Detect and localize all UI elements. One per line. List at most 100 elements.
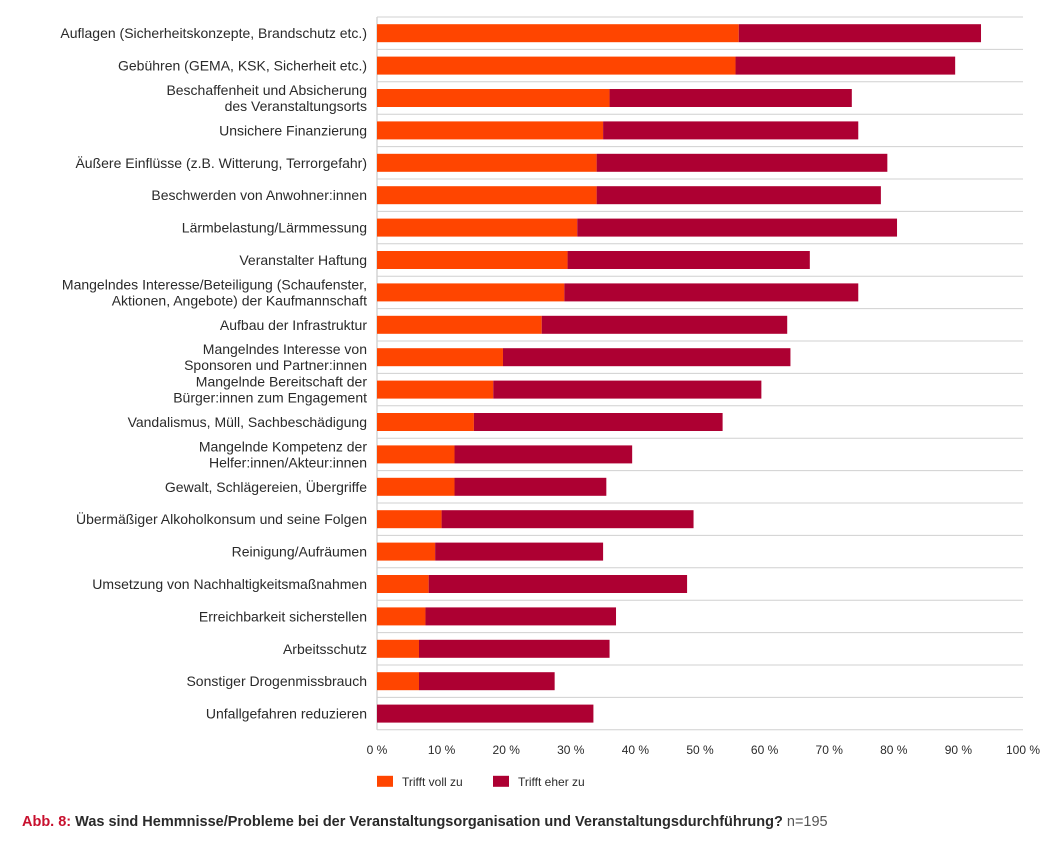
legend-swatch [493, 775, 509, 787]
bar-segment-trifft-voll-zu [377, 283, 565, 302]
bar-segment-trifft-voll-zu [377, 542, 436, 561]
category-label-line: Aktionen, Angebote) der Kaufmannschaft [112, 292, 367, 308]
category-label: Gewalt, Schlägereien, Übergriffe [165, 478, 367, 495]
figure-caption: Abb. 8: Was sind Hemmnisse/Probleme bei … [22, 814, 828, 830]
category-label-line: Auflagen (Sicherheitskonzepte, Brandschu… [60, 25, 367, 41]
bar-segment-trifft-voll-zu [377, 413, 474, 431]
bar-segment-trifft-voll-zu [377, 315, 542, 334]
bar-segment-trifft-voll-zu [377, 445, 455, 464]
category-label-line: Aufbau der Infrastruktur [220, 317, 367, 333]
category-label: Beschaffenheit und Absicherung des Verans… [166, 82, 367, 114]
category-label-line: Helfer:innen/Akteur:innen [209, 454, 367, 470]
category-label-line: Übermäßiger Alkoholkonsum und seine Folg… [76, 510, 367, 527]
bar-segment-trifft-voll-zu [377, 380, 494, 399]
category-label: Äußere Einflüsse (z.B. Witterung, Terror… [75, 155, 367, 171]
category-label: Mangelnde Kompetenz der Helfer:innen/Akte… [199, 438, 367, 470]
bar-segment-trifft-eher-zu [738, 24, 982, 43]
category-label: Erreichbarkeit sicherstellen [199, 608, 367, 624]
category-label-line: Sponsoren und Partner:innen [184, 357, 367, 373]
bar-segment-trifft-eher-zu [596, 186, 881, 205]
bar-segment-trifft-voll-zu [377, 153, 597, 172]
category-label: Lärmbelastung/Lärmmessung [182, 220, 367, 236]
category-label: Mangelnde Bereitschaft der Bürger:innen z… [173, 374, 367, 406]
category-label: Reinigung/Aufräumen [232, 544, 367, 560]
category-label-line: Unsichere Finanzierung [219, 122, 367, 138]
category-label-line: Sonstiger Drogenmissbrauch [186, 673, 367, 689]
bar-segment-trifft-voll-zu [377, 477, 455, 496]
bar-segment-trifft-eher-zu [603, 121, 859, 140]
x-tick-label: 80 % [880, 743, 908, 757]
bar-segment-trifft-voll-zu [377, 24, 739, 43]
bar-segment-trifft-voll-zu [377, 575, 429, 593]
legend-swatch [377, 775, 393, 787]
bar-segment-trifft-voll-zu [377, 186, 597, 205]
x-tick-label: 40 % [622, 743, 650, 757]
category-label: Mangelndes Interesse von Sponsoren und Pa… [184, 341, 367, 373]
bar-segment-trifft-eher-zu [577, 218, 898, 237]
bar-segment-trifft-voll-zu [377, 121, 604, 140]
caption-title: Was sind Hemmnisse/Probleme bei der Vera… [75, 814, 783, 830]
category-label-line: Reinigung/Aufräumen [232, 544, 367, 560]
bar-segment-trifft-eher-zu [541, 315, 788, 334]
category-label: Vandalismus, Müll, Sachbeschädigung [128, 414, 367, 430]
bar-segment-trifft-eher-zu [596, 153, 888, 172]
bar-segment-trifft-eher-zu [425, 607, 617, 626]
bar-segment-trifft-voll-zu [377, 672, 419, 691]
category-label: Aufbau der Infrastruktur [220, 317, 367, 333]
category-label-line: Gebühren (GEMA, KSK, Sicherheit etc.) [118, 58, 367, 74]
category-label-line: Beschwerden von Anwohner:innen [151, 187, 367, 203]
legend: Trifft voll zu Trifft eher zu [377, 775, 585, 789]
bar-segment-trifft-eher-zu [735, 56, 956, 75]
bar-segment-trifft-eher-zu [428, 575, 688, 593]
bar-segment-trifft-eher-zu [435, 542, 604, 561]
category-label-line: des Veranstaltungsorts [225, 98, 367, 114]
x-tick-label: 90 % [945, 743, 973, 757]
category-label: Arbeitsschutz [283, 641, 367, 657]
bar-segment-trifft-voll-zu [377, 348, 503, 367]
category-label: Beschwerden von Anwohner:innen [151, 187, 367, 203]
category-label-line: Vandalismus, Müll, Sachbeschädigung [128, 414, 367, 430]
bar-segment-trifft-eher-zu [473, 413, 723, 431]
category-labels: Auflagen (Sicherheitskonzepte, Brandschu… [60, 25, 367, 721]
bar-segment-trifft-eher-zu [418, 672, 555, 691]
category-label-line: Lärmbelastung/Lärmmessung [182, 220, 367, 236]
x-tick-label: 50 % [686, 743, 714, 757]
category-label-line: Unfallgefahren reduzieren [206, 706, 367, 722]
bar-segment-trifft-voll-zu [377, 251, 568, 269]
legend-label: Trifft voll zu [402, 775, 463, 789]
caption-sample-size: n=195 [786, 814, 828, 830]
bar-segment-trifft-eher-zu [564, 283, 859, 302]
category-label: Auflagen (Sicherheitskonzepte, Brandschu… [60, 25, 367, 41]
category-label-line: Mangelnde Bereitschaft der [196, 374, 368, 390]
x-tick-label: 10 % [428, 743, 456, 757]
x-tick-label: 70 % [816, 743, 844, 757]
x-tick-label: 0 % [367, 743, 388, 757]
category-label: Gebühren (GEMA, KSK, Sicherheit etc.) [118, 58, 367, 74]
category-label-line: Veranstalter Haftung [239, 252, 367, 268]
bar-segment-trifft-voll-zu [377, 218, 578, 237]
bar-segment-trifft-eher-zu [454, 445, 633, 464]
x-axis-ticks: 0 % 10 % 20 % 30 % 40 % 50 % 60 % 70 % 80 % 90 % 1… [367, 743, 1041, 757]
legend-label: Trifft eher zu [518, 775, 585, 789]
category-label-line: Erreichbarkeit sicherstellen [199, 608, 367, 624]
bar-segment-trifft-eher-zu [502, 348, 791, 367]
bar-segment-trifft-eher-zu [567, 251, 810, 269]
category-label-line: Arbeitsschutz [283, 641, 367, 657]
stacked-bar-chart: Auflagen (Sicherheitskonzepte, Brandschu… [60, 16, 1041, 789]
bar-segment-trifft-voll-zu [377, 89, 610, 107]
bar-segment-trifft-eher-zu [377, 704, 594, 723]
category-label: Sonstiger Drogenmissbrauch [186, 673, 367, 689]
bar-segment-trifft-eher-zu [454, 477, 607, 496]
category-label-line: Mangelndes Interesse von [203, 341, 367, 357]
category-label-line: Gewalt, Schlägereien, Übergriffe [165, 478, 367, 495]
bar-segment-trifft-voll-zu [377, 607, 426, 626]
category-label-line: Mangelndes Interesse/Beteiligung (Schauf… [62, 276, 367, 292]
category-label-line: Umsetzung von Nachhaltigkeitsmaßnahmen [92, 576, 367, 592]
category-label: Veranstalter Haftung [239, 252, 367, 268]
bar-segment-trifft-voll-zu [377, 639, 419, 658]
category-label-line: Beschaffenheit und Absicherung [166, 82, 367, 98]
bar-segment-trifft-eher-zu [441, 510, 694, 529]
bar-segment-trifft-voll-zu [377, 56, 736, 75]
grid-lines [376, 16, 1023, 731]
category-label: Übermäßiger Alkoholkonsum und seine Folg… [76, 510, 367, 527]
